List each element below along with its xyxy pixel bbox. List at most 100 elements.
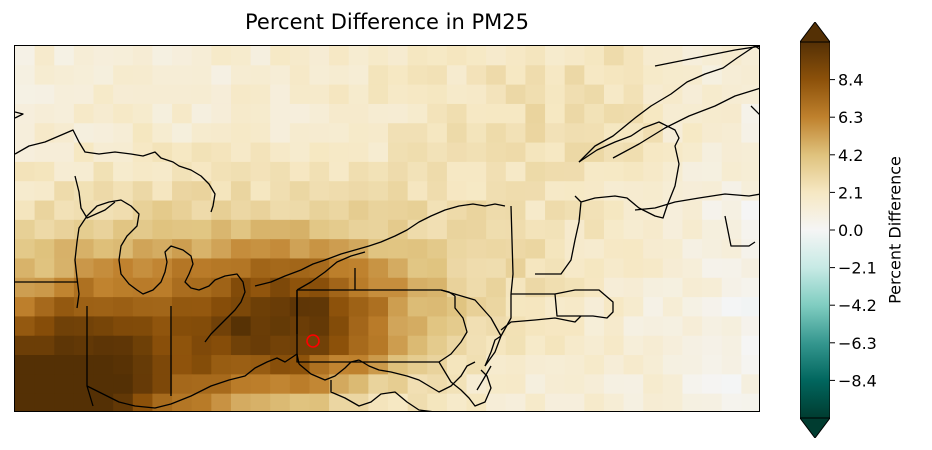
raster-cell xyxy=(466,123,487,144)
raster-cell xyxy=(309,65,330,86)
raster-cell xyxy=(721,181,742,202)
raster-cell xyxy=(250,123,271,144)
raster-cell xyxy=(545,46,566,66)
raster-cell xyxy=(545,65,566,86)
raster-cell xyxy=(172,65,193,86)
raster-cell xyxy=(505,316,527,337)
raster-cell xyxy=(643,181,664,202)
raster-cell xyxy=(368,277,389,298)
raster-cell xyxy=(309,393,330,411)
raster-cell xyxy=(584,355,605,375)
raster-cell xyxy=(309,297,330,318)
raster-cell xyxy=(682,374,703,395)
raster-cell xyxy=(407,277,428,298)
raster-cell xyxy=(427,103,448,124)
raster-cell xyxy=(407,65,428,86)
raster-cell xyxy=(191,297,212,318)
raster-cell xyxy=(152,297,173,318)
raster-cell xyxy=(643,65,664,86)
raster-cell xyxy=(250,84,271,105)
raster-cell xyxy=(211,161,232,182)
raster-cell xyxy=(662,239,684,260)
raster-cell xyxy=(623,316,644,337)
raster-cell xyxy=(584,277,605,298)
raster-cell xyxy=(329,316,350,337)
raster-cell xyxy=(427,297,448,318)
raster-cell xyxy=(368,84,389,105)
raster-cell xyxy=(603,316,625,337)
raster-cell xyxy=(348,84,369,105)
raster-cell xyxy=(407,393,428,411)
raster-cell xyxy=(191,374,212,395)
raster-cell xyxy=(721,200,742,221)
raster-cell xyxy=(34,123,55,144)
raster-cell xyxy=(643,219,664,240)
raster-cell xyxy=(466,84,487,105)
raster-cell xyxy=(250,393,271,411)
raster-cell xyxy=(702,181,723,202)
raster-cell xyxy=(603,355,625,375)
raster-cell xyxy=(584,374,605,395)
raster-cell xyxy=(388,200,409,221)
raster-cell xyxy=(93,277,114,298)
map-title: Percent Difference in PM25 xyxy=(245,10,529,34)
raster-cell xyxy=(132,200,154,221)
raster-cell xyxy=(309,181,330,202)
raster-cell xyxy=(388,374,409,395)
raster-cell xyxy=(152,46,173,66)
raster-cell xyxy=(289,65,311,86)
raster-cell xyxy=(368,123,389,144)
raster-cell xyxy=(211,65,232,86)
raster-cell xyxy=(309,142,330,163)
raster-cell xyxy=(486,393,507,411)
raster-cell xyxy=(211,142,232,163)
raster-cell xyxy=(348,297,369,318)
raster-cell xyxy=(505,258,527,279)
raster-cell xyxy=(289,84,311,105)
colorbar-tick-label: 4.2 xyxy=(838,146,863,165)
raster-cell xyxy=(407,123,428,144)
raster-cell xyxy=(250,161,271,182)
raster-cell xyxy=(73,393,95,411)
raster-cell xyxy=(368,393,389,411)
raster-cell xyxy=(152,219,173,240)
raster-cell xyxy=(741,219,759,240)
raster-cell xyxy=(721,335,742,356)
raster-cell xyxy=(702,316,723,337)
raster-cell xyxy=(505,277,527,298)
raster-cell xyxy=(643,277,664,298)
raster-cell xyxy=(545,142,566,163)
raster-cell xyxy=(15,277,36,298)
raster-cell xyxy=(152,258,173,279)
raster-cell xyxy=(603,103,625,124)
raster-cell xyxy=(564,374,585,395)
raster-cell xyxy=(505,46,527,66)
raster-cell xyxy=(289,239,311,260)
raster-cell xyxy=(603,65,625,86)
raster-cell xyxy=(446,297,468,318)
raster-cell xyxy=(564,239,585,260)
raster-cell xyxy=(270,181,291,202)
raster-cell xyxy=(662,103,684,124)
raster-cell xyxy=(603,84,625,105)
raster-cell xyxy=(270,335,291,356)
raster-cell xyxy=(388,123,409,144)
raster-cell xyxy=(407,258,428,279)
raster-cell xyxy=(191,84,212,105)
raster-cell xyxy=(93,181,114,202)
raster-cell xyxy=(211,297,232,318)
raster-cell xyxy=(230,181,252,202)
new-england-border xyxy=(500,121,680,331)
raster-cell xyxy=(34,219,55,240)
raster-cell xyxy=(132,277,154,298)
raster-cell xyxy=(682,123,703,144)
raster-cell xyxy=(427,65,448,86)
raster-cell xyxy=(132,355,154,375)
raster-cell xyxy=(368,374,389,395)
raster-cell xyxy=(466,239,487,260)
raster-cell xyxy=(466,277,487,298)
raster-cell xyxy=(643,142,664,163)
raster-cell xyxy=(54,297,75,318)
raster-cell xyxy=(211,374,232,395)
map-panel[interactable] xyxy=(14,45,760,412)
